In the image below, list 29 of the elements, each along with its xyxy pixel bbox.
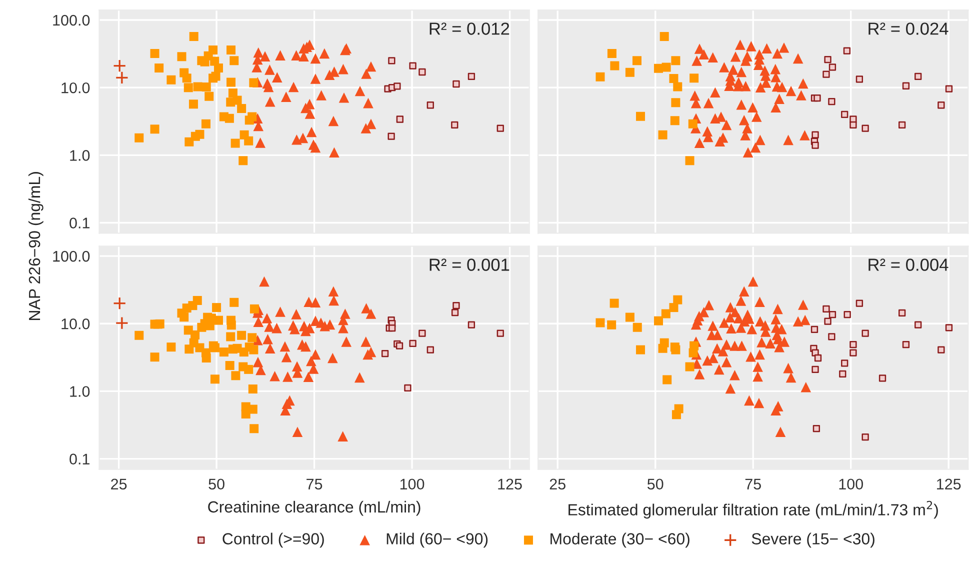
x-tick-label: 75	[306, 478, 322, 490]
annotation: R² = 0.001	[430, 258, 510, 271]
y-tick-label: 1.0	[70, 386, 90, 397]
x-axis-title: Estimated glomerular filtration rate (mL/min/1.73 m$^{2}$)	[568, 500, 938, 519]
y-tick-label: 1.0	[70, 150, 90, 161]
y-tick-label: 100.0	[53, 14, 90, 26]
x-axis-title: Creatinine clearance (mL/min)	[208, 500, 420, 516]
x-tick-label: 25	[111, 478, 127, 490]
x-tick-label: 25	[550, 478, 566, 490]
legend-label: Control (>=90)	[222, 532, 324, 548]
x-tick-label: 125	[937, 478, 961, 490]
y-tick-label: 100.0	[53, 250, 90, 262]
y-tick-label: 10.0	[62, 82, 90, 94]
x-tick-label: 75	[745, 478, 761, 490]
annotation: R² = 0.012	[430, 22, 510, 35]
x-tick-label: 125	[498, 478, 522, 490]
y-axis-title: NAP 226−90 (ng/mL)	[28, 172, 44, 320]
legend-label: Moderate (30− <60)	[550, 532, 690, 548]
x-tick-label: 50	[208, 478, 224, 490]
annotation: R² = 0.004	[868, 258, 948, 271]
y-tick-label: 0.1	[70, 218, 90, 228]
legend-label: Severe (15− <30)	[752, 532, 874, 548]
y-tick-label: 0.1	[70, 454, 90, 464]
legend-label: Mild (60− <90)	[386, 532, 488, 548]
x-tick-label: 100	[839, 478, 863, 490]
y-tick-label: 10.0	[62, 318, 90, 330]
annotation: R² = 0.024	[868, 22, 948, 35]
x-tick-label: 100	[400, 478, 424, 490]
x-tick-label: 50	[647, 478, 664, 490]
